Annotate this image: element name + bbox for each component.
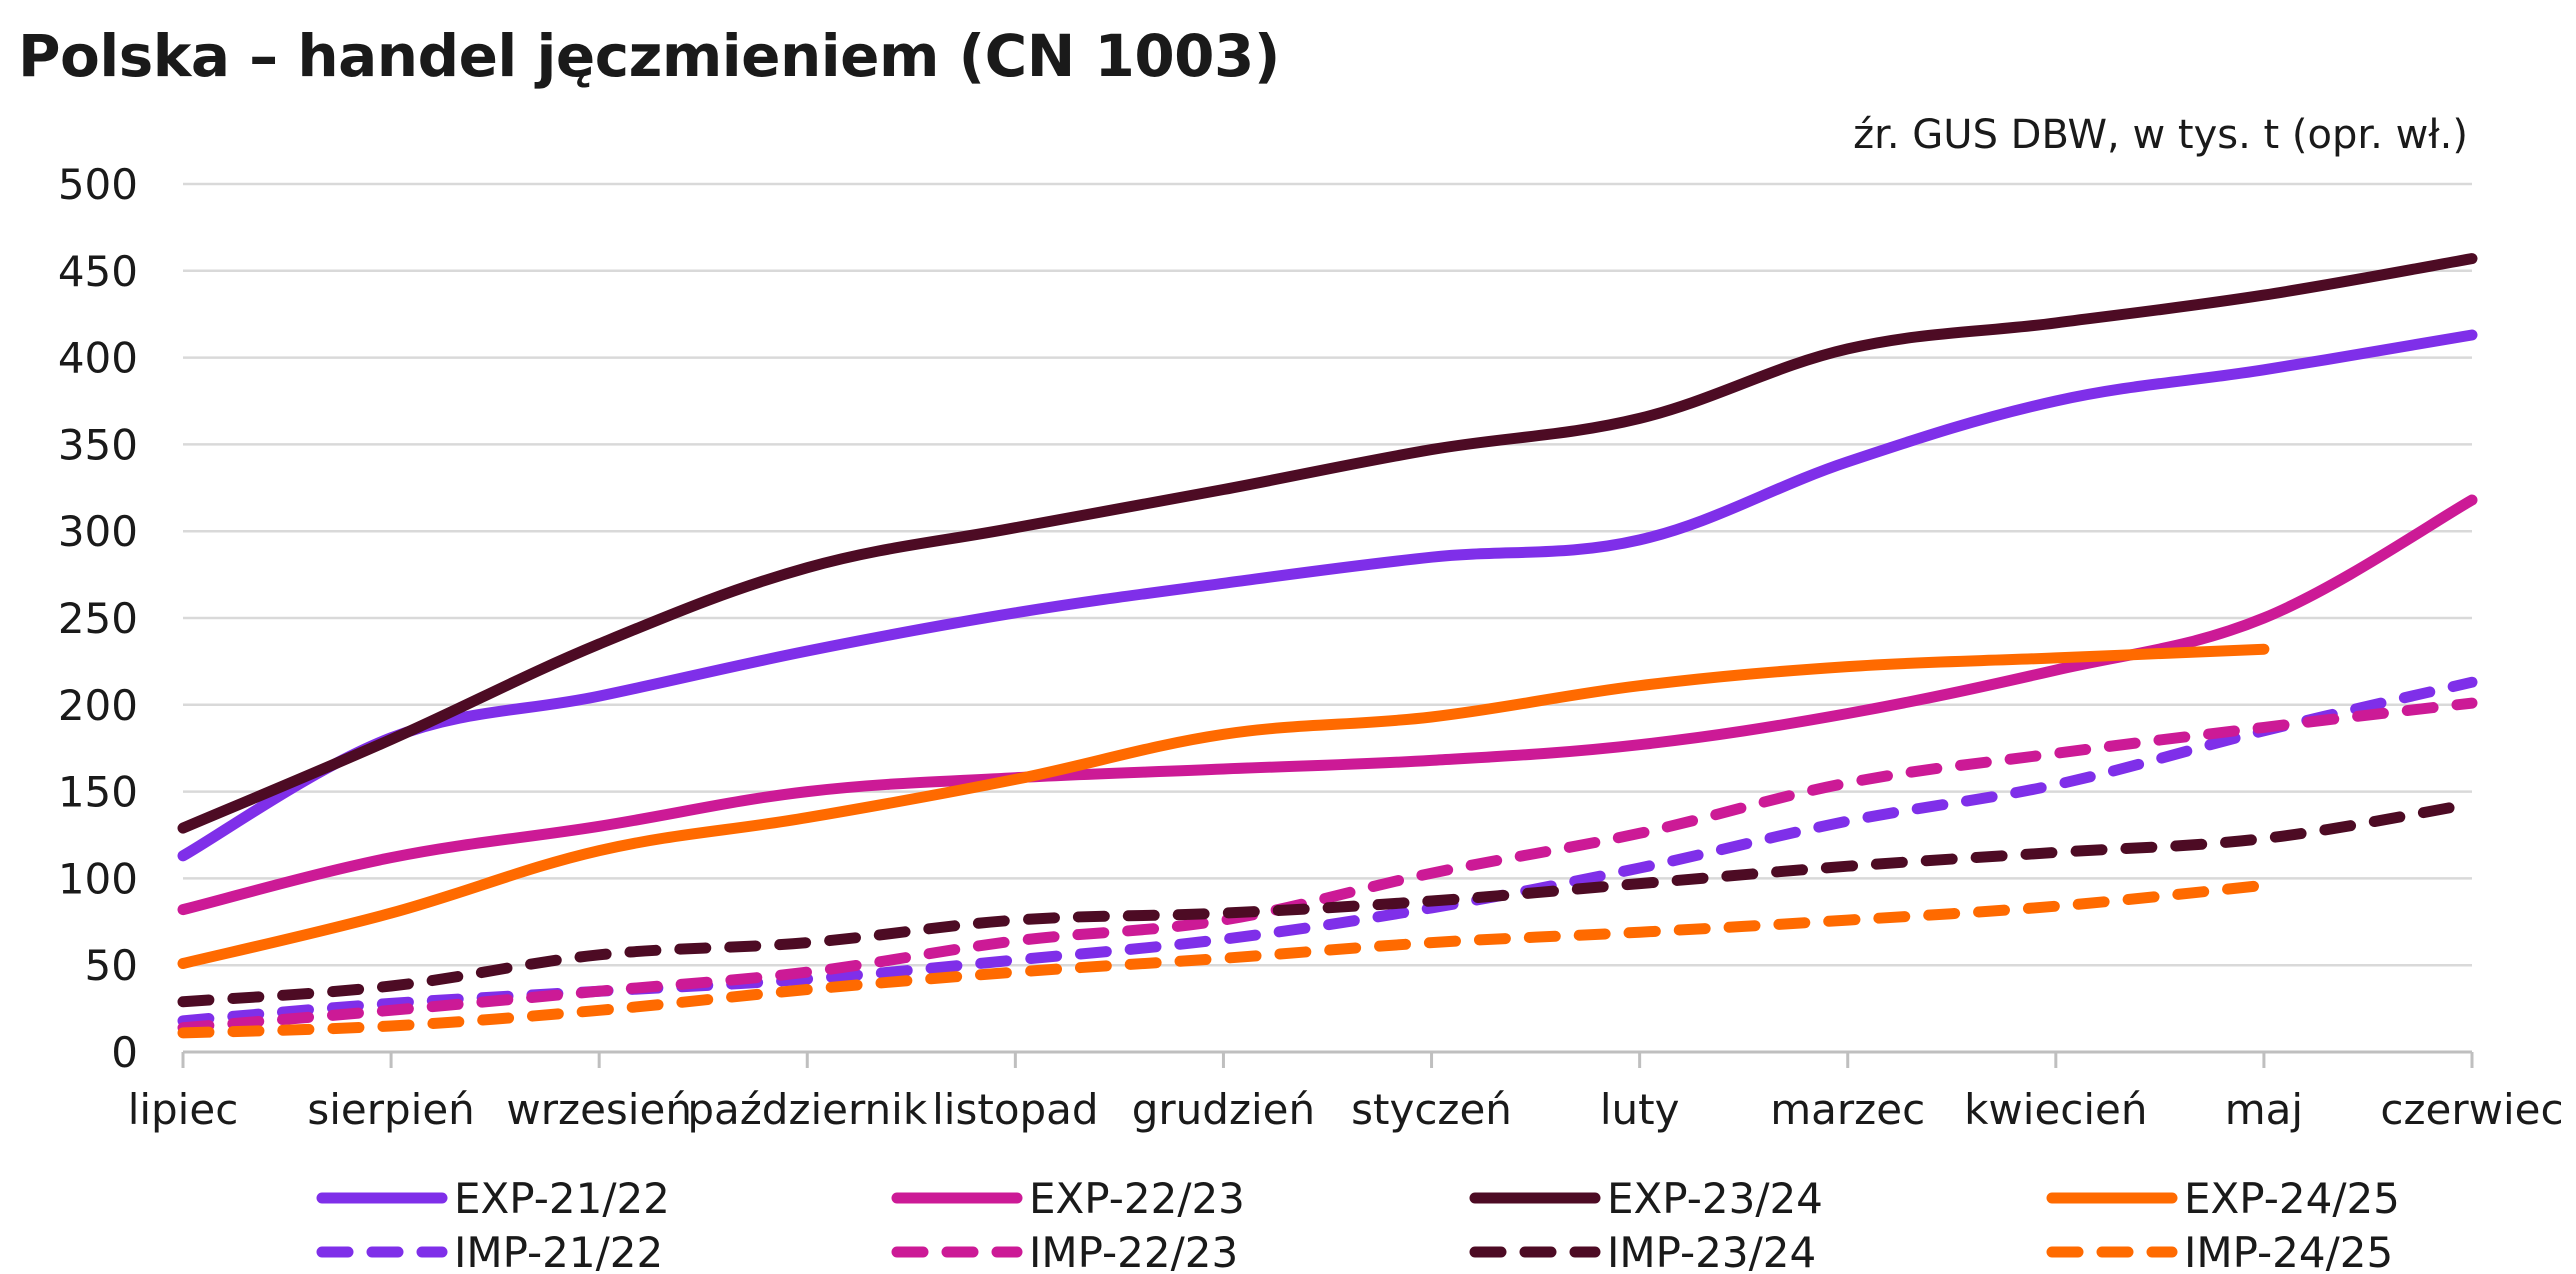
legend-label: IMP-23/24 xyxy=(1607,1228,1816,1274)
legend-label: IMP-24/25 xyxy=(2184,1228,2393,1274)
legend-item: EXP-24/25 xyxy=(2046,1174,2400,1223)
y-tick-label: 250 xyxy=(58,594,138,643)
legend-label: EXP-22/23 xyxy=(1029,1174,1245,1223)
x-tick-label: listopad xyxy=(932,1085,1098,1134)
y-tick-label: 350 xyxy=(58,420,138,469)
y-tick-label: 450 xyxy=(58,247,138,296)
legend-label: EXP-21/22 xyxy=(454,1174,670,1223)
series-line-imp-23-24 xyxy=(177,798,2478,1008)
legend-label: EXP-23/24 xyxy=(1607,1174,1823,1223)
legend-label: IMP-22/23 xyxy=(1029,1228,1238,1274)
y-tick-label: 300 xyxy=(58,507,138,556)
y-tick-label: 50 xyxy=(85,941,138,990)
chart-title: Polska – handel jęczmieniem (CN 1003) xyxy=(18,22,1280,90)
x-tick-label: styczeń xyxy=(1351,1085,1512,1134)
x-tick-label: sierpień xyxy=(307,1085,474,1134)
legend-item: EXP-21/22 xyxy=(316,1174,670,1223)
x-axis xyxy=(181,1050,2474,1068)
x-tick-label: czerwiec xyxy=(2380,1085,2563,1134)
legend-item: EXP-22/23 xyxy=(891,1174,1245,1223)
series-line-exp-21-22 xyxy=(177,329,2478,862)
source-note: źr. GUS DBW, w tys. t (opr. wł.) xyxy=(1853,112,2468,158)
series-line-imp-21-22 xyxy=(177,676,2478,1027)
legend-label: IMP-21/22 xyxy=(454,1228,663,1274)
x-tick-label: marzec xyxy=(1770,1085,1925,1134)
legend-item: IMP-24/25 xyxy=(2046,1228,2393,1274)
x-tick-label: kwiecień xyxy=(1964,1085,2147,1134)
legend-item: IMP-21/22 xyxy=(316,1228,663,1274)
series-line-exp-22-23 xyxy=(177,494,2478,916)
y-tick-label: 200 xyxy=(58,681,138,730)
y-tick-label: 150 xyxy=(58,768,138,817)
x-tick-label: luty xyxy=(1600,1085,1680,1134)
series-line-imp-22-23 xyxy=(177,697,2478,1034)
y-tick-label: 400 xyxy=(58,334,138,383)
legend-item: IMP-23/24 xyxy=(1469,1228,1816,1274)
series-lines xyxy=(177,253,2478,1039)
x-tick-label: grudzień xyxy=(1132,1085,1315,1134)
series-line-imp-24-25 xyxy=(177,879,2270,1039)
y-axis-ticks: 0 50 100 150 200 250 300 350 400 450 500 xyxy=(58,160,138,1077)
x-tick-label: lipiec xyxy=(128,1085,239,1134)
y-tick-label: 0 xyxy=(111,1028,138,1077)
y-tick-label: 100 xyxy=(58,854,138,903)
x-tick-label: październik xyxy=(687,1085,927,1134)
x-tick-label: maj xyxy=(2225,1085,2303,1134)
legend-label: EXP-24/25 xyxy=(2184,1174,2400,1223)
y-tick-label: 500 xyxy=(58,160,138,209)
x-tick-label: wrzesień xyxy=(506,1085,692,1134)
legend-item: IMP-22/23 xyxy=(891,1228,1238,1274)
series-line-exp-24-25 xyxy=(177,643,2270,969)
legend-item: EXP-23/24 xyxy=(1469,1174,1823,1223)
series-line-exp-23-24 xyxy=(177,253,2478,834)
grid-lines xyxy=(183,182,2472,967)
legend: EXP-21/22 EXP-22/23 EXP-23/24 EXP-24/25 IMP-… xyxy=(316,1174,2400,1274)
